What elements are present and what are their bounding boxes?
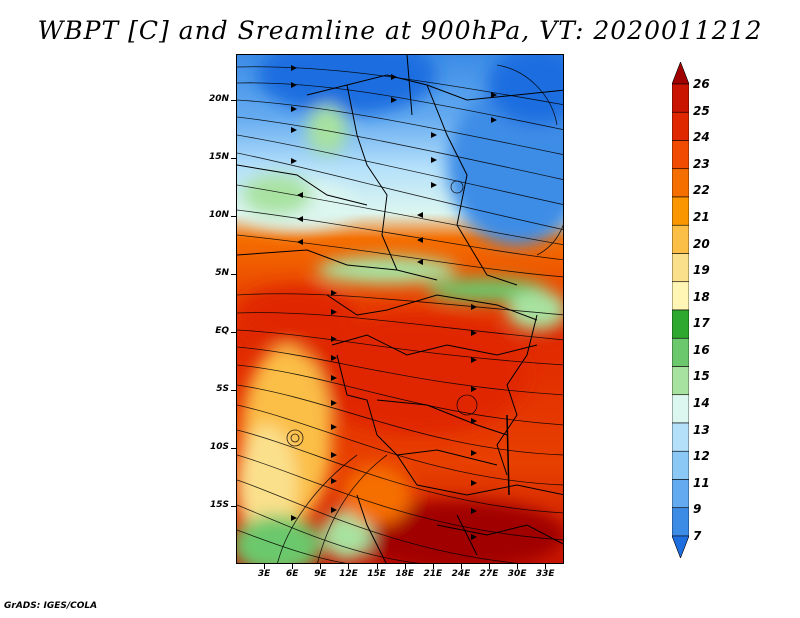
map-title: WBPT [C] and Sreamline at 900hPa, VT: 20… <box>37 16 763 45</box>
colorbar-label: 25 <box>693 103 710 118</box>
colorbar <box>671 61 690 559</box>
colorbar-swatch <box>671 507 690 537</box>
latitude-tick <box>231 332 236 334</box>
colorbar-swatch <box>671 394 690 424</box>
longitude-tick <box>348 564 350 569</box>
map-plot-area <box>236 54 564 564</box>
colorbar-label: 23 <box>693 156 710 171</box>
colorbar-label: 26 <box>693 77 710 91</box>
longitude-tick <box>545 564 547 569</box>
colorbar-swatch <box>671 61 690 85</box>
longitude-label: 33E <box>535 569 555 579</box>
colorbar-swatch <box>671 253 690 283</box>
latitude-tick <box>231 448 236 450</box>
longitude-tick <box>432 564 434 569</box>
longitude-tick <box>292 564 294 569</box>
colorbar-label: 7 <box>693 529 702 543</box>
colorbar-label: 15 <box>693 369 710 384</box>
longitude-label: 6E <box>286 569 299 579</box>
longitude-tick <box>376 564 378 569</box>
streamline-arrows <box>291 65 497 540</box>
colorbar-swatch <box>671 196 690 226</box>
colorbar-swatch <box>671 479 690 509</box>
latitude-label: 10N <box>208 210 229 221</box>
longitude-label: 9E <box>314 569 327 579</box>
longitude-tick <box>460 564 462 569</box>
colorbar-swatch <box>671 422 690 452</box>
latitude-label: 5S <box>216 384 229 395</box>
colorbar-swatch <box>671 111 690 141</box>
colorbar-label: 16 <box>693 342 710 357</box>
colorbar-label: 9 <box>693 502 702 517</box>
colorbar-swatch <box>671 83 690 113</box>
latitude-label: 15S <box>209 500 229 511</box>
colorbar-label: 12 <box>693 449 710 464</box>
latitude-tick <box>231 274 236 276</box>
colorbar-swatch <box>671 281 690 311</box>
colorbar-label: 20 <box>693 236 710 251</box>
streamlines <box>237 64 563 563</box>
latitude-tick <box>231 100 236 102</box>
country-borders <box>237 55 563 563</box>
longitude-tick <box>264 564 266 569</box>
colorbar-label: 19 <box>693 263 710 278</box>
latitude-tick <box>231 506 236 508</box>
colorbar-scale <box>671 61 690 559</box>
latitude-label: EQ <box>215 326 229 337</box>
colorbar-swatch <box>671 450 690 480</box>
longitude-label: 30E <box>507 569 527 579</box>
colorbar-swatch <box>671 337 690 367</box>
longitude-label: 21E <box>423 569 443 579</box>
longitude-label: 24E <box>451 569 471 579</box>
colorbar-swatch <box>671 140 690 170</box>
colorbar-label: 22 <box>693 183 710 198</box>
latitude-tick <box>231 216 236 218</box>
latitude-label: 10S <box>209 442 229 453</box>
longitude-label: 27E <box>479 569 499 579</box>
colorbar-label: 13 <box>693 422 710 437</box>
colorbar-label: 11 <box>693 475 710 490</box>
colorbar-swatch <box>671 535 690 559</box>
colorbar-label: 14 <box>693 396 710 411</box>
colorbar-swatch <box>671 309 690 339</box>
colorbar-swatch <box>671 224 690 254</box>
colorbar-swatch <box>671 168 690 198</box>
wbpt-streamline-map <box>237 55 563 563</box>
colorbar-label: 21 <box>693 209 710 224</box>
colorbar-swatch <box>671 366 690 396</box>
colorbar-label: 17 <box>693 316 710 331</box>
latitude-tick <box>231 158 236 160</box>
longitude-label: 12E <box>339 569 358 579</box>
longitude-tick <box>320 564 322 569</box>
longitude-label: 3E <box>257 569 271 579</box>
latitude-label: 15N <box>208 152 229 163</box>
longitude-label: 18E <box>395 569 415 579</box>
latitude-label: 5N <box>215 268 229 279</box>
longitude-tick <box>489 564 491 569</box>
latitude-tick <box>231 390 236 392</box>
colorbar-label: 18 <box>693 289 710 304</box>
longitude-tick <box>404 564 406 569</box>
colorbar-label: 24 <box>693 130 710 145</box>
longitude-tick <box>517 564 519 569</box>
longitude-label: 15E <box>367 569 386 579</box>
grads-credit: GrADS: IGES/COLA <box>4 601 98 611</box>
latitude-label: 20N <box>208 94 229 105</box>
